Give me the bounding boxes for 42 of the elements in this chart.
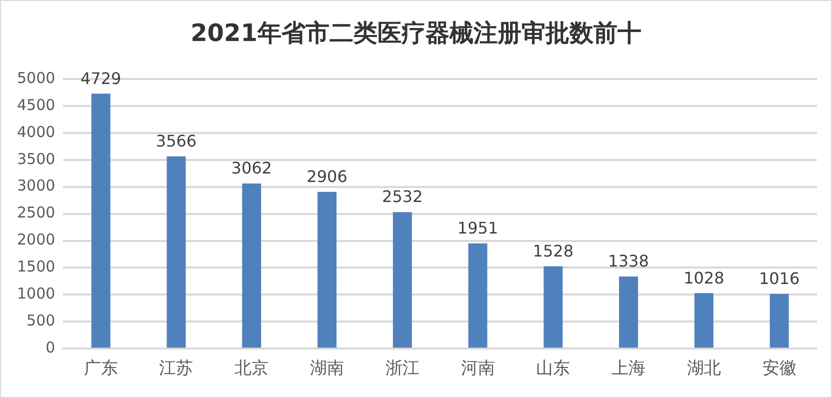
bar <box>318 192 337 348</box>
data-label: 4729 <box>80 68 122 88</box>
y-tick-label: 2000 <box>16 230 56 249</box>
bar <box>694 293 714 348</box>
x-tick-label: 北京 <box>234 358 269 378</box>
data-label: 2906 <box>306 167 348 186</box>
y-tick-label: 1500 <box>16 258 56 276</box>
x-tick-label: 江苏 <box>159 358 194 378</box>
data-label: 3566 <box>156 131 197 150</box>
x-tick-label: 安徽 <box>762 358 796 378</box>
x-tick-label: 广东 <box>84 358 118 378</box>
x-tick-label: 湖南 <box>310 358 344 378</box>
data-label: 1028 <box>684 268 724 288</box>
bar <box>619 276 638 348</box>
y-tick-label: 3500 <box>16 150 56 168</box>
y-tick-label: 0 <box>46 338 56 356</box>
bar <box>770 294 789 348</box>
x-tick-label: 湖北 <box>686 358 721 378</box>
data-label: 1338 <box>608 252 649 271</box>
y-tick-label: 5000 <box>16 68 56 87</box>
y-tick-label: 2500 <box>16 204 56 222</box>
bar <box>166 156 186 348</box>
chart-title: 2021年省市二类医疗器械注册审批数前十 <box>190 18 642 49</box>
y-tick-label: 1000 <box>16 284 56 303</box>
data-label: 1951 <box>457 218 498 238</box>
y-tick-label: 4500 <box>16 96 56 114</box>
bar <box>468 243 488 348</box>
y-tick-label: 3000 <box>16 176 56 195</box>
y-tick-label: 500 <box>26 312 56 330</box>
data-label: 3062 <box>231 158 272 178</box>
data-label: 1016 <box>758 268 800 288</box>
data-label: 2532 <box>382 187 423 206</box>
x-tick-label: 河南 <box>460 358 495 378</box>
x-tick-label: 山东 <box>536 358 570 378</box>
bar <box>242 183 262 348</box>
x-tick-label: 上海 <box>612 358 646 378</box>
x-tick-label: 浙江 <box>385 358 420 378</box>
data-label: 1528 <box>532 241 574 260</box>
bar <box>392 212 412 348</box>
y-tick-label: 4000 <box>16 122 56 141</box>
bar <box>91 94 110 348</box>
bar <box>544 266 563 348</box>
